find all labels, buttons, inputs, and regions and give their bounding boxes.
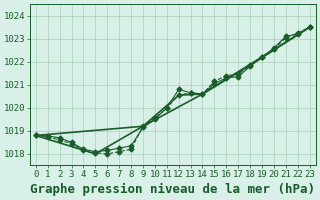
X-axis label: Graphe pression niveau de la mer (hPa): Graphe pression niveau de la mer (hPa) <box>30 183 315 196</box>
